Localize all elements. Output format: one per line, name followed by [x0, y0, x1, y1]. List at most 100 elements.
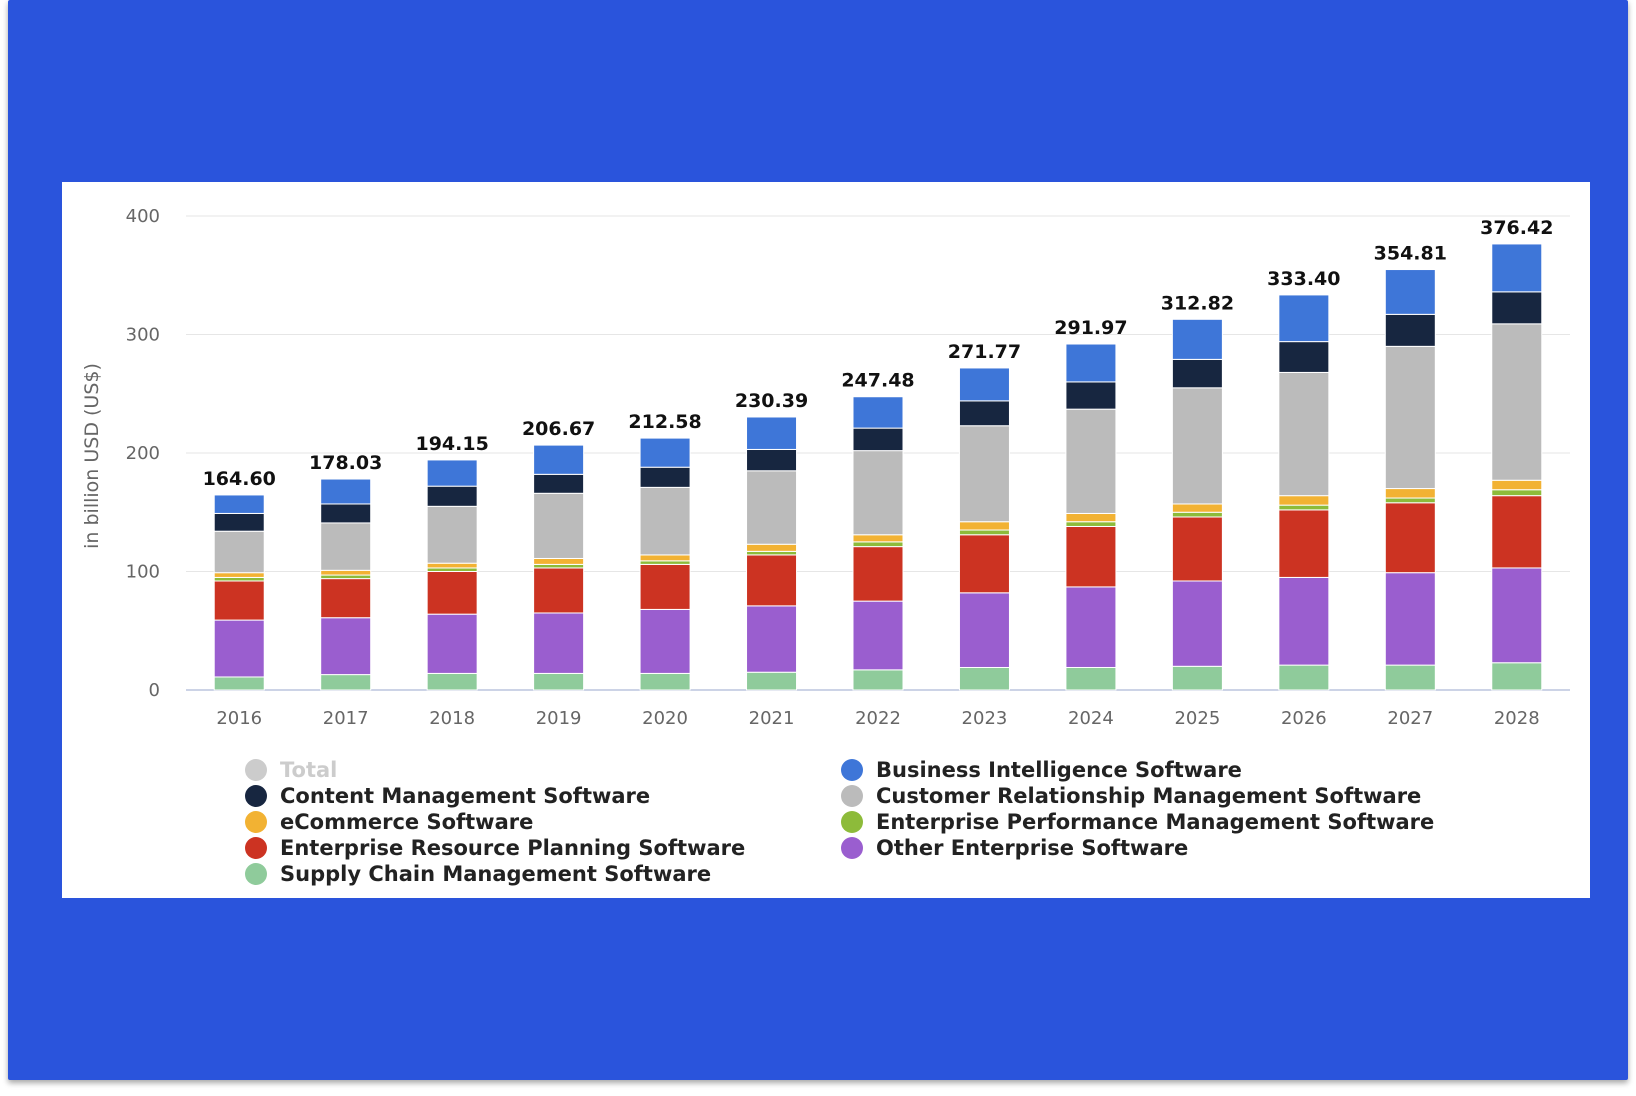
bar-segment[interactable] [1278, 341, 1330, 373]
bar-segment[interactable] [1278, 504, 1330, 511]
bar-segment[interactable] [639, 563, 691, 610]
bar-segment[interactable] [1171, 516, 1223, 582]
bar-segment[interactable] [852, 427, 904, 452]
bar-segment[interactable] [1171, 318, 1223, 360]
bar-segment[interactable] [852, 541, 904, 548]
bar-segment[interactable] [1065, 343, 1117, 383]
bar-segment[interactable] [1491, 479, 1543, 491]
bar-segment[interactable] [320, 674, 372, 691]
bar-segment[interactable] [746, 671, 798, 691]
bar-segment[interactable] [1384, 502, 1436, 574]
legend-item[interactable]: Business Intelligence Software [841, 758, 1242, 782]
bar-segment[interactable] [1384, 269, 1436, 315]
bar-segment[interactable] [533, 563, 585, 569]
bar-segment[interactable] [426, 613, 478, 674]
bar-segment[interactable] [320, 503, 372, 524]
bar-segment[interactable] [852, 669, 904, 691]
legend-item[interactable]: Content Management Software [245, 784, 650, 808]
bar-segment[interactable] [533, 492, 585, 559]
bar-segment[interactable] [1278, 495, 1330, 506]
bar-segment[interactable] [320, 574, 372, 580]
bar-segment[interactable] [639, 486, 691, 556]
legend-item[interactable]: Enterprise Resource Planning Software [245, 836, 745, 860]
bar-segment[interactable] [1491, 243, 1543, 293]
bar-segment[interactable] [320, 478, 372, 505]
bar-segment[interactable] [1065, 525, 1117, 588]
bar-segment[interactable] [533, 612, 585, 674]
bar-segment[interactable] [533, 672, 585, 691]
bar-segment[interactable] [1491, 495, 1543, 569]
bar-segment[interactable] [213, 576, 265, 582]
bar-segment[interactable] [1491, 323, 1543, 481]
bar-segment[interactable] [958, 529, 1010, 536]
bar-segment[interactable] [1171, 580, 1223, 667]
bar-segment[interactable] [746, 554, 798, 607]
bar-segment[interactable] [1065, 512, 1117, 523]
bar-segment[interactable] [746, 470, 798, 545]
bar-segment[interactable] [1491, 662, 1543, 691]
bar-segment[interactable] [1278, 509, 1330, 578]
bar-segment[interactable] [746, 416, 798, 450]
bar-segment[interactable] [426, 505, 478, 564]
bar-segment[interactable] [1384, 488, 1436, 499]
bar-segment[interactable] [1065, 381, 1117, 410]
bar-segment[interactable] [1065, 586, 1117, 668]
bar-segment[interactable] [1384, 497, 1436, 504]
bar-segment[interactable] [1065, 521, 1117, 527]
bar-segment[interactable] [852, 450, 904, 536]
bar-segment[interactable] [958, 367, 1010, 402]
bar-segment[interactable] [852, 396, 904, 429]
bar-segment[interactable] [1384, 313, 1436, 347]
bar-segment[interactable] [1384, 664, 1436, 691]
bar-segment[interactable] [639, 672, 691, 691]
bar-segment[interactable] [958, 521, 1010, 531]
bar-segment[interactable] [426, 562, 478, 569]
legend-item[interactable]: Supply Chain Management Software [245, 862, 711, 886]
bar-segment[interactable] [1278, 664, 1330, 691]
bar-segment[interactable] [852, 600, 904, 671]
bar-segment[interactable] [746, 543, 798, 552]
bar-segment[interactable] [1065, 408, 1117, 514]
bar-segment[interactable] [1065, 666, 1117, 691]
bar-segment[interactable] [746, 605, 798, 673]
bar-segment[interactable] [1278, 371, 1330, 497]
bar-segment[interactable] [213, 676, 265, 691]
bar-segment[interactable] [1491, 489, 1543, 497]
bar-segment[interactable] [533, 557, 585, 565]
legend-item[interactable]: Total [245, 758, 337, 782]
bar-segment[interactable] [426, 571, 478, 615]
bar-segment[interactable] [958, 400, 1010, 427]
bar-segment[interactable] [1278, 576, 1330, 666]
bar-segment[interactable] [1384, 572, 1436, 666]
bar-segment[interactable] [426, 567, 478, 573]
bar-segment[interactable] [1171, 358, 1223, 389]
bar-segment[interactable] [213, 572, 265, 578]
bar-segment[interactable] [1491, 567, 1543, 664]
bar-segment[interactable] [213, 619, 265, 678]
bar-segment[interactable] [639, 437, 691, 468]
bar-segment[interactable] [426, 485, 478, 507]
bar-segment[interactable] [1171, 665, 1223, 691]
bar-segment[interactable] [320, 569, 372, 576]
bar-segment[interactable] [1491, 291, 1543, 325]
bar-segment[interactable] [958, 592, 1010, 668]
legend-item[interactable]: Enterprise Performance Management Softwa… [841, 810, 1434, 834]
bar-segment[interactable] [1384, 345, 1436, 490]
bar-segment[interactable] [213, 512, 265, 532]
bar-segment[interactable] [320, 578, 372, 619]
bar-segment[interactable] [639, 560, 691, 565]
bar-segment[interactable] [1171, 387, 1223, 505]
bar-segment[interactable] [1171, 511, 1223, 518]
bar-segment[interactable] [1171, 503, 1223, 513]
bar-segment[interactable] [639, 466, 691, 488]
bar-segment[interactable] [426, 459, 478, 487]
bar-segment[interactable] [958, 534, 1010, 594]
bar-segment[interactable] [533, 444, 585, 475]
bar-segment[interactable] [213, 530, 265, 574]
bar-segment[interactable] [639, 554, 691, 562]
bar-segment[interactable] [213, 494, 265, 514]
bar-segment[interactable] [320, 617, 372, 676]
bar-segment[interactable] [213, 580, 265, 621]
legend-item[interactable]: Customer Relationship Management Softwar… [841, 784, 1421, 808]
bar-segment[interactable] [852, 546, 904, 602]
